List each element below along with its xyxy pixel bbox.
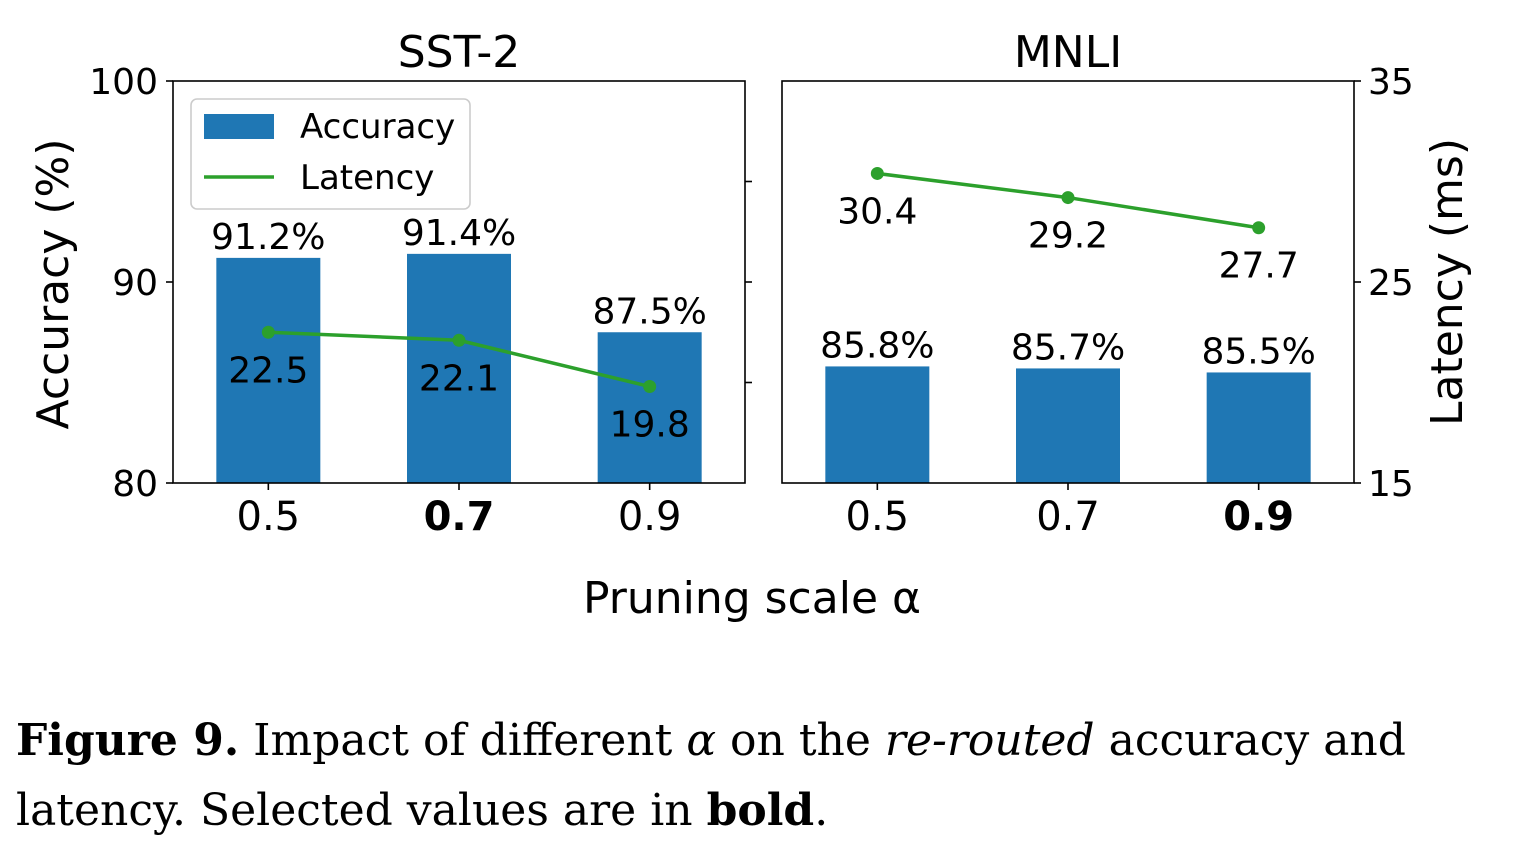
y-tick-label: 100	[89, 62, 158, 103]
latency-point	[643, 380, 657, 394]
y2-tick-label: 35	[1368, 62, 1414, 103]
caption-emphasis: re-routed	[884, 715, 1095, 766]
caption-text-2: on the	[716, 715, 885, 766]
caption-label: Figure 9.	[16, 715, 240, 766]
legend: Accuracy Latency	[190, 98, 471, 210]
accuracy-data-label: 85.5%	[1201, 331, 1315, 372]
y-tick-label: 90	[112, 263, 158, 304]
x-tick-label: 0.5	[237, 494, 301, 540]
latency-point	[1252, 221, 1266, 235]
latency-data-label: 22.1	[419, 358, 499, 399]
y-axis-label: Accuracy (%)	[28, 138, 79, 429]
caption-end: .	[814, 785, 829, 836]
panel-title: MNLI	[1014, 27, 1122, 78]
accuracy-bar	[1206, 372, 1311, 483]
x-tick-label: 0.7	[1036, 494, 1100, 540]
caption-text-3: accuracy and latency. Selected values ar…	[16, 715, 1406, 836]
accuracy-bar	[407, 253, 511, 483]
caption-bold-word: bold	[706, 785, 815, 836]
x-tick-label-selected: 0.7	[424, 494, 495, 540]
legend-accuracy-label: Accuracy	[300, 107, 455, 147]
x-axis-label: Pruning scale α	[583, 573, 921, 624]
latency-point	[1061, 191, 1075, 205]
accuracy-data-label: 85.7%	[1011, 327, 1125, 368]
latency-data-label: 29.2	[1028, 216, 1108, 257]
panel-sst2: SST-2 91.2% 91.4% 87.5% 22.5 22.1 19.8 0.5 0.7 0.…	[28, 27, 752, 540]
accuracy-data-label: 85.8%	[820, 325, 934, 366]
chart-panels: SST-2 91.2% 91.4% 87.5% 22.5 22.1 19.8 0.5 0.7 0.…	[28, 27, 1473, 540]
caption-text-1: Impact of different	[239, 715, 687, 766]
accuracy-data-label: 91.4%	[402, 213, 516, 254]
accuracy-data-label: 87.5%	[592, 291, 706, 332]
latency-point	[452, 333, 466, 347]
panel-mnli: MNLI 85.8% 85.7% 85.5% 30.4 29.2 27.7 0.5 0.7 0.9…	[781, 27, 1473, 540]
accuracy-bar	[825, 366, 930, 483]
x-tick-label: 0.5	[846, 494, 910, 540]
accuracy-bar	[1016, 368, 1120, 483]
latency-data-label: 30.4	[837, 191, 917, 232]
latency-data-label: 27.7	[1219, 246, 1299, 287]
latency-point	[261, 325, 275, 339]
x-tick-label: 0.9	[618, 494, 682, 540]
accuracy-bar	[216, 257, 321, 483]
latency-point	[870, 166, 884, 180]
legend-accuracy-swatch	[204, 114, 274, 139]
latency-data-label: 19.8	[610, 405, 690, 446]
y2-tick-label: 15	[1368, 464, 1414, 505]
accuracy-data-label: 91.2%	[211, 217, 325, 258]
caption-alpha: α	[686, 715, 717, 766]
accuracy-bar	[597, 332, 702, 483]
figure-caption: Figure 9. Impact of different α on the r…	[16, 706, 1501, 846]
x-tick-label-selected: 0.9	[1223, 494, 1294, 540]
figure-9-chart: SST-2 91.2% 91.4% 87.5% 22.5 22.1 19.8 0.5 0.7 0.…	[28, 27, 1473, 624]
y2-axis-label: Latency (ms)	[1422, 138, 1473, 426]
y-tick-label: 80	[112, 464, 158, 505]
legend-latency-label: Latency	[300, 158, 434, 198]
y2-tick-label: 25	[1368, 263, 1414, 304]
latency-data-label: 22.5	[228, 350, 308, 391]
panel-title: SST-2	[398, 27, 521, 78]
